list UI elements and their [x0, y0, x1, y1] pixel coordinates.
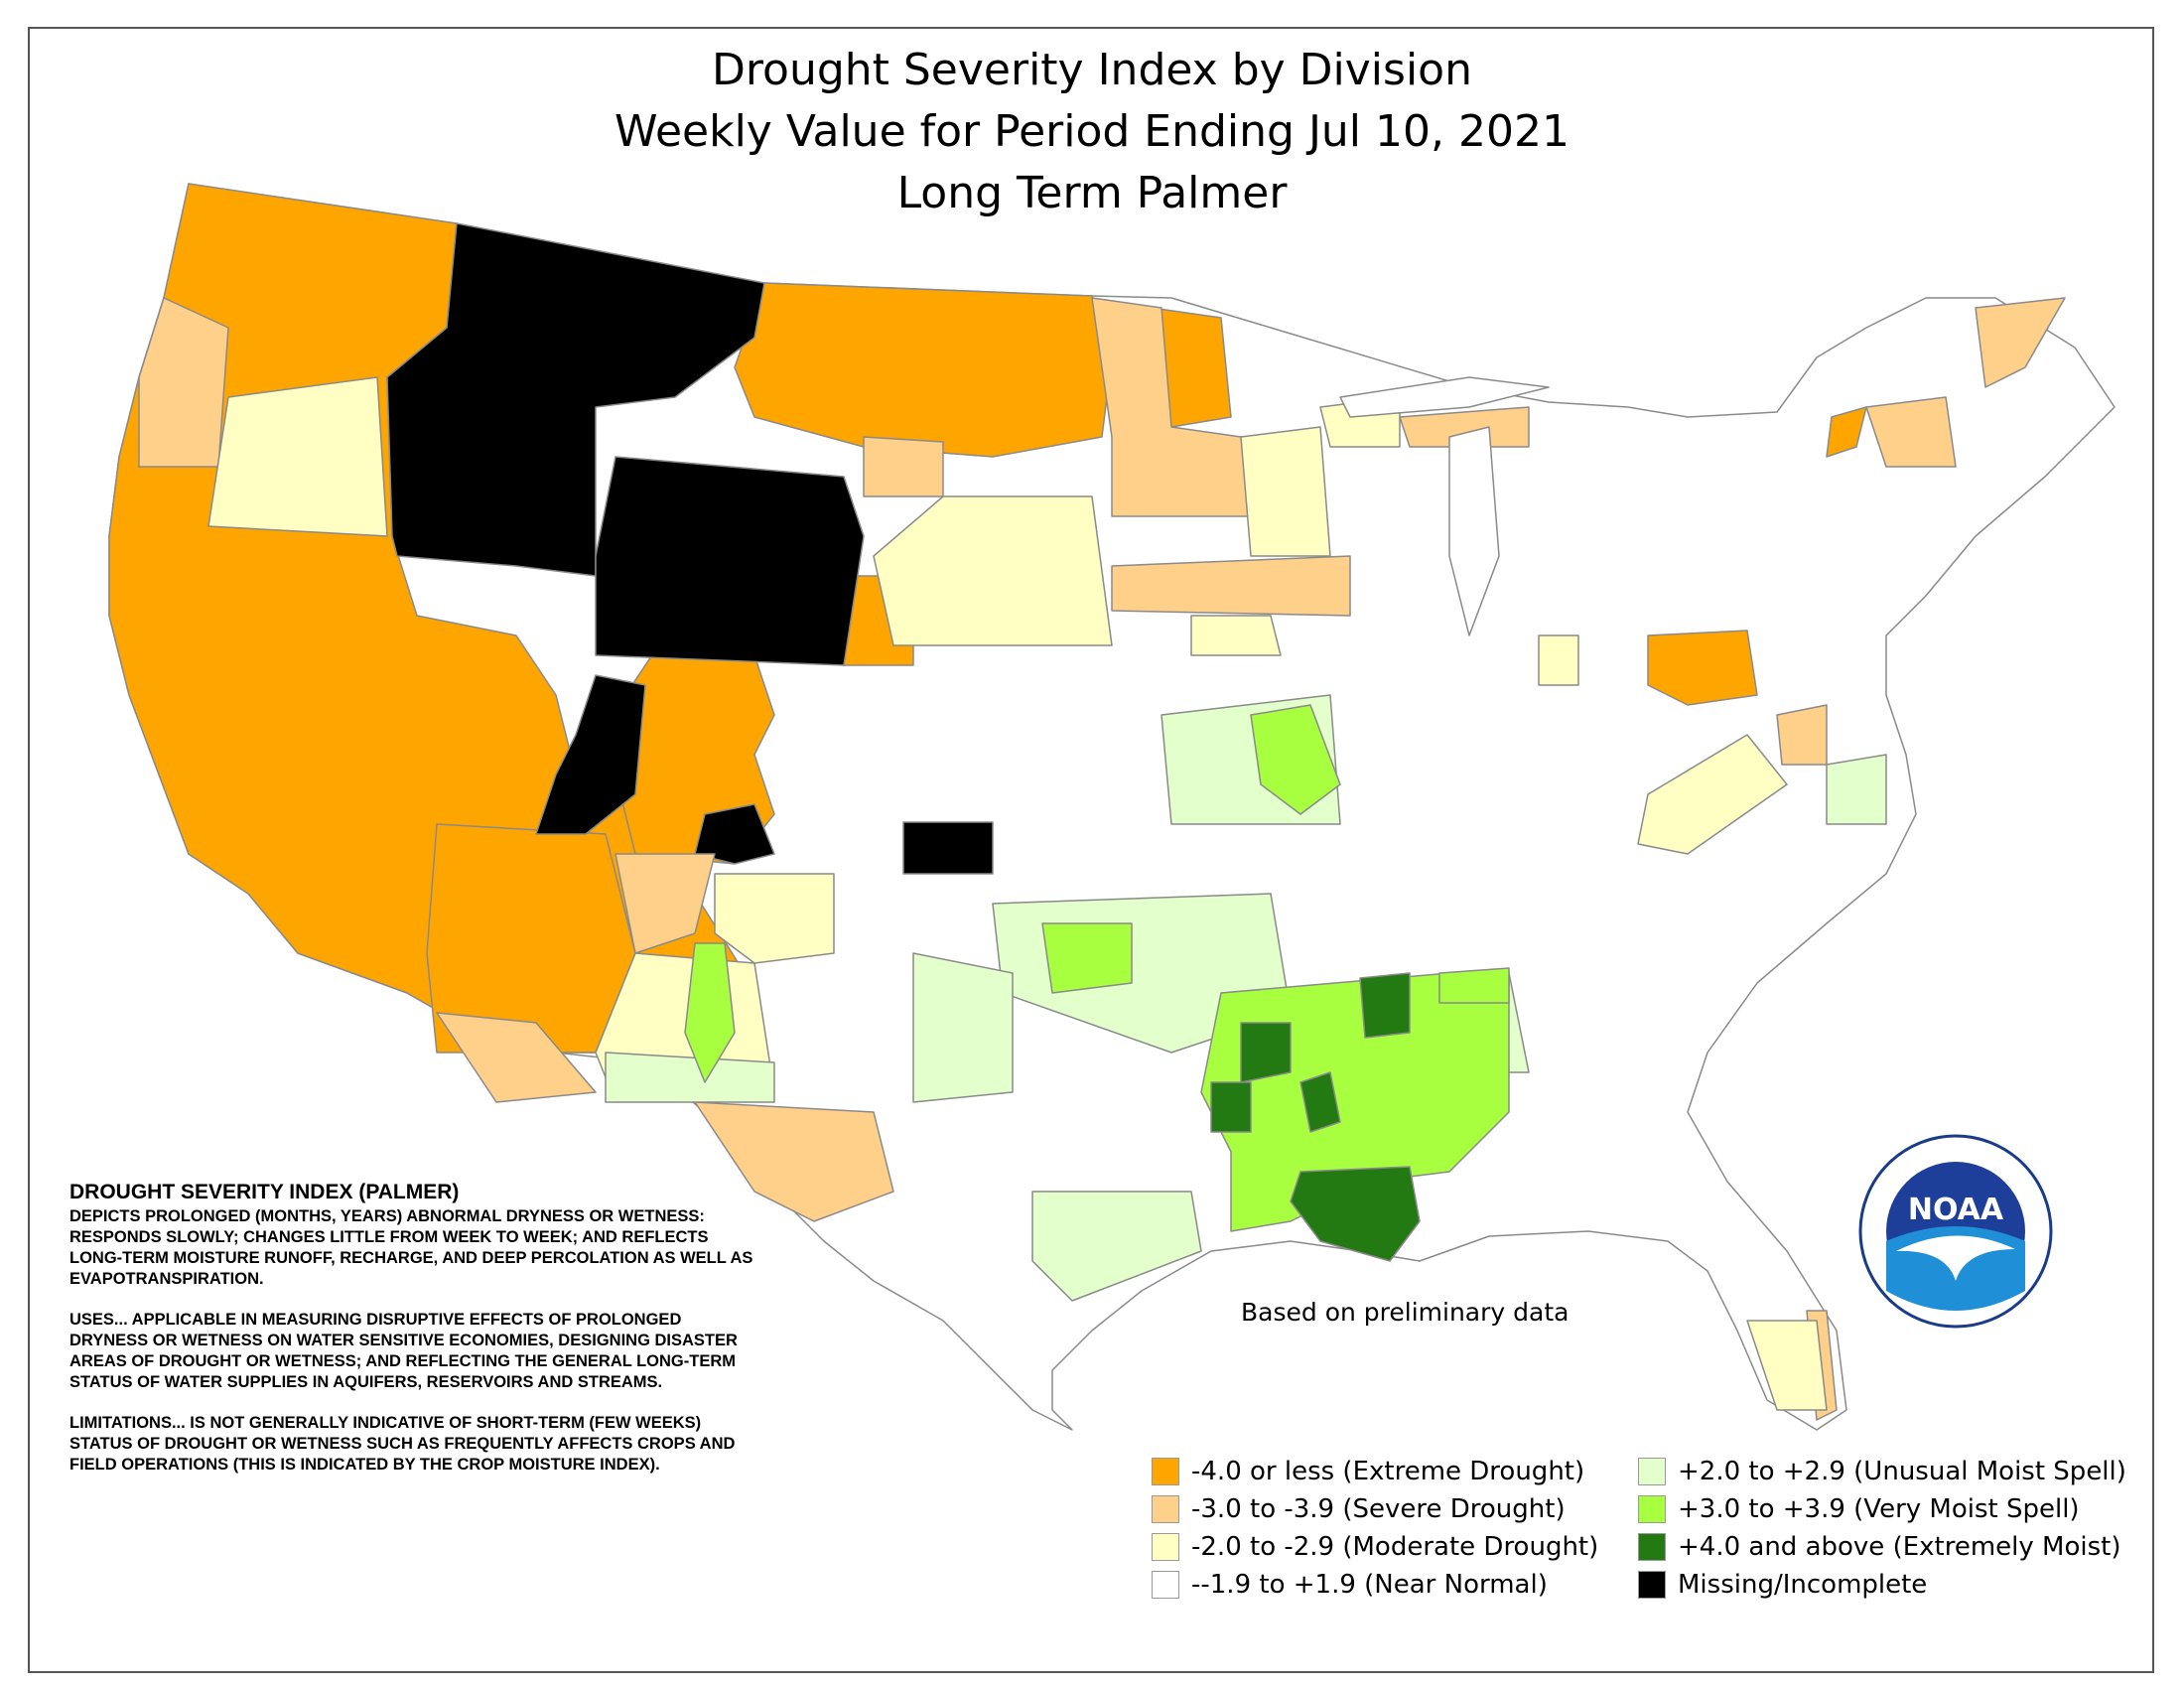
- region-moderate-oklahoma-panhandle: [714, 873, 835, 964]
- region-unusual-moist-texas-central: [912, 952, 1014, 1103]
- region-moderate-florida: [1746, 1320, 1828, 1411]
- region-extreme-penn: [1647, 630, 1758, 706]
- region-extremely-moist-louisiana-south: [1290, 1166, 1421, 1262]
- map-title-line-1: Drought Severity Index by Division: [712, 45, 1472, 95]
- legend-swatch: [1638, 1495, 1666, 1523]
- legend-label: -3.0 to -3.9 (Severe Drought): [1191, 1494, 1566, 1524]
- legend-label: +2.0 to +2.9 (Unusual Moist Spell): [1678, 1457, 2126, 1486]
- region-missing-co-south: [694, 803, 775, 865]
- region-severe-wisconsin-north: [1399, 406, 1530, 448]
- map-title-line-3: Long Term Palmer: [896, 168, 1288, 218]
- description-heading: DROUGHT SEVERITY INDEX (PALMER): [69, 1181, 460, 1203]
- legend-swatch: [1638, 1533, 1666, 1561]
- legend-item: -2.0 to -2.9 (Moderate Drought): [1152, 1532, 1598, 1562]
- legend-item: +3.0 to +3.9 (Very Moist Spell): [1638, 1494, 2080, 1524]
- region-extreme-ny-north: [1826, 406, 1867, 458]
- legend-item: -3.0 to -3.9 (Severe Drought): [1152, 1494, 1566, 1524]
- lake-superior: [1339, 376, 1550, 418]
- description-paragraph-1: DEPICTS PROLONGED (MONTHS, YEARS) ABNORM…: [69, 1207, 753, 1288]
- region-extremely-moist-louisiana-north: [1210, 1081, 1252, 1133]
- lake-michigan: [1448, 426, 1500, 636]
- region-missing-wyoming: [595, 456, 865, 666]
- map-title-line-2: Weekly Value for Period Ending Jul 10, 2…: [614, 106, 1570, 157]
- noaa-logo-text: NOAA: [1908, 1193, 2004, 1227]
- region-severe-az-south: [436, 1012, 597, 1103]
- region-missing-montana-idaho: [386, 222, 765, 577]
- legend-swatch: [1638, 1571, 1666, 1599]
- description-paragraph-3: LIMITATIONS... IS NOT GENERALLY INDICATI…: [69, 1414, 736, 1474]
- region-severe-maine: [1975, 297, 2066, 388]
- region-very-moist-oklahoma: [1041, 922, 1133, 994]
- region-very-moist-north-alabama: [1438, 967, 1510, 1004]
- legend-label: -2.0 to -2.9 (Moderate Drought): [1191, 1532, 1599, 1562]
- region-moderate-nebraska: [873, 495, 1113, 646]
- region-moderate-minnesota: [1240, 426, 1331, 557]
- description-paragraph-2: USES... APPLICABLE IN MEASURING DISRUPTI…: [69, 1311, 738, 1391]
- region-very-moist-missouri: [1250, 704, 1341, 815]
- description-block: DROUGHT SEVERITY INDEX (PALMER) DEPICTS …: [69, 1182, 754, 1476]
- region-severe-virginia: [1776, 704, 1828, 766]
- noaa-logo: NOAA: [1858, 1134, 2053, 1329]
- figure-frame: [28, 27, 2154, 1673]
- region-severe-iowa: [1111, 555, 1351, 617]
- legend-swatch: [1638, 1458, 1666, 1485]
- legend-swatch: [1152, 1571, 1179, 1599]
- region-unusual-moist-virginia: [1826, 754, 1887, 825]
- map-note: Based on preliminary data: [1241, 1298, 1569, 1327]
- legend-item: -4.0 or less (Extreme Drought): [1152, 1457, 1584, 1486]
- region-severe-new-mexico: [614, 853, 716, 954]
- legend-label: --1.9 to +1.9 (Near Normal): [1191, 1570, 1548, 1600]
- region-moderate-ohio: [1538, 634, 1579, 686]
- legend-label: -4.0 or less (Extreme Drought): [1191, 1457, 1585, 1486]
- legend-swatch: [1152, 1533, 1179, 1561]
- region-very-moist-new-mexico: [684, 942, 736, 1083]
- legend-item: Missing/Incomplete: [1638, 1570, 1927, 1600]
- region-extremely-moist-arkansas: [1240, 1022, 1292, 1083]
- region-extremely-moist-delta: [1299, 1071, 1341, 1133]
- legend-label: +3.0 to +3.9 (Very Moist Spell): [1678, 1494, 2080, 1524]
- legend-swatch: [1152, 1495, 1179, 1523]
- region-moderate-oregon: [207, 376, 388, 537]
- region-severe-vermont: [1865, 396, 1957, 468]
- region-moderate-missouri-north: [1190, 615, 1282, 656]
- legend-item: --1.9 to +1.9 (Near Normal): [1152, 1570, 1548, 1600]
- legend-label: Missing/Incomplete: [1678, 1570, 1928, 1600]
- region-missing-utah: [535, 674, 646, 835]
- legend-item: +2.0 to +2.9 (Unusual Moist Spell): [1638, 1457, 2126, 1486]
- region-severe-oregon-coast: [138, 297, 229, 468]
- region-extremely-moist-tennessee: [1359, 972, 1411, 1039]
- legend-swatch: [1152, 1458, 1179, 1485]
- legend-label: +4.0 and above (Extremely Moist): [1678, 1532, 2121, 1562]
- legend-item: +4.0 and above (Extremely Moist): [1638, 1532, 2120, 1562]
- region-missing-kansas: [902, 821, 994, 875]
- region-severe-nebraska-north: [863, 436, 944, 497]
- region-moderate-west-virginia: [1637, 734, 1788, 855]
- region-unusual-moist-texas-coast: [1031, 1191, 1202, 1302]
- region-severe-west-texas: [694, 1101, 894, 1222]
